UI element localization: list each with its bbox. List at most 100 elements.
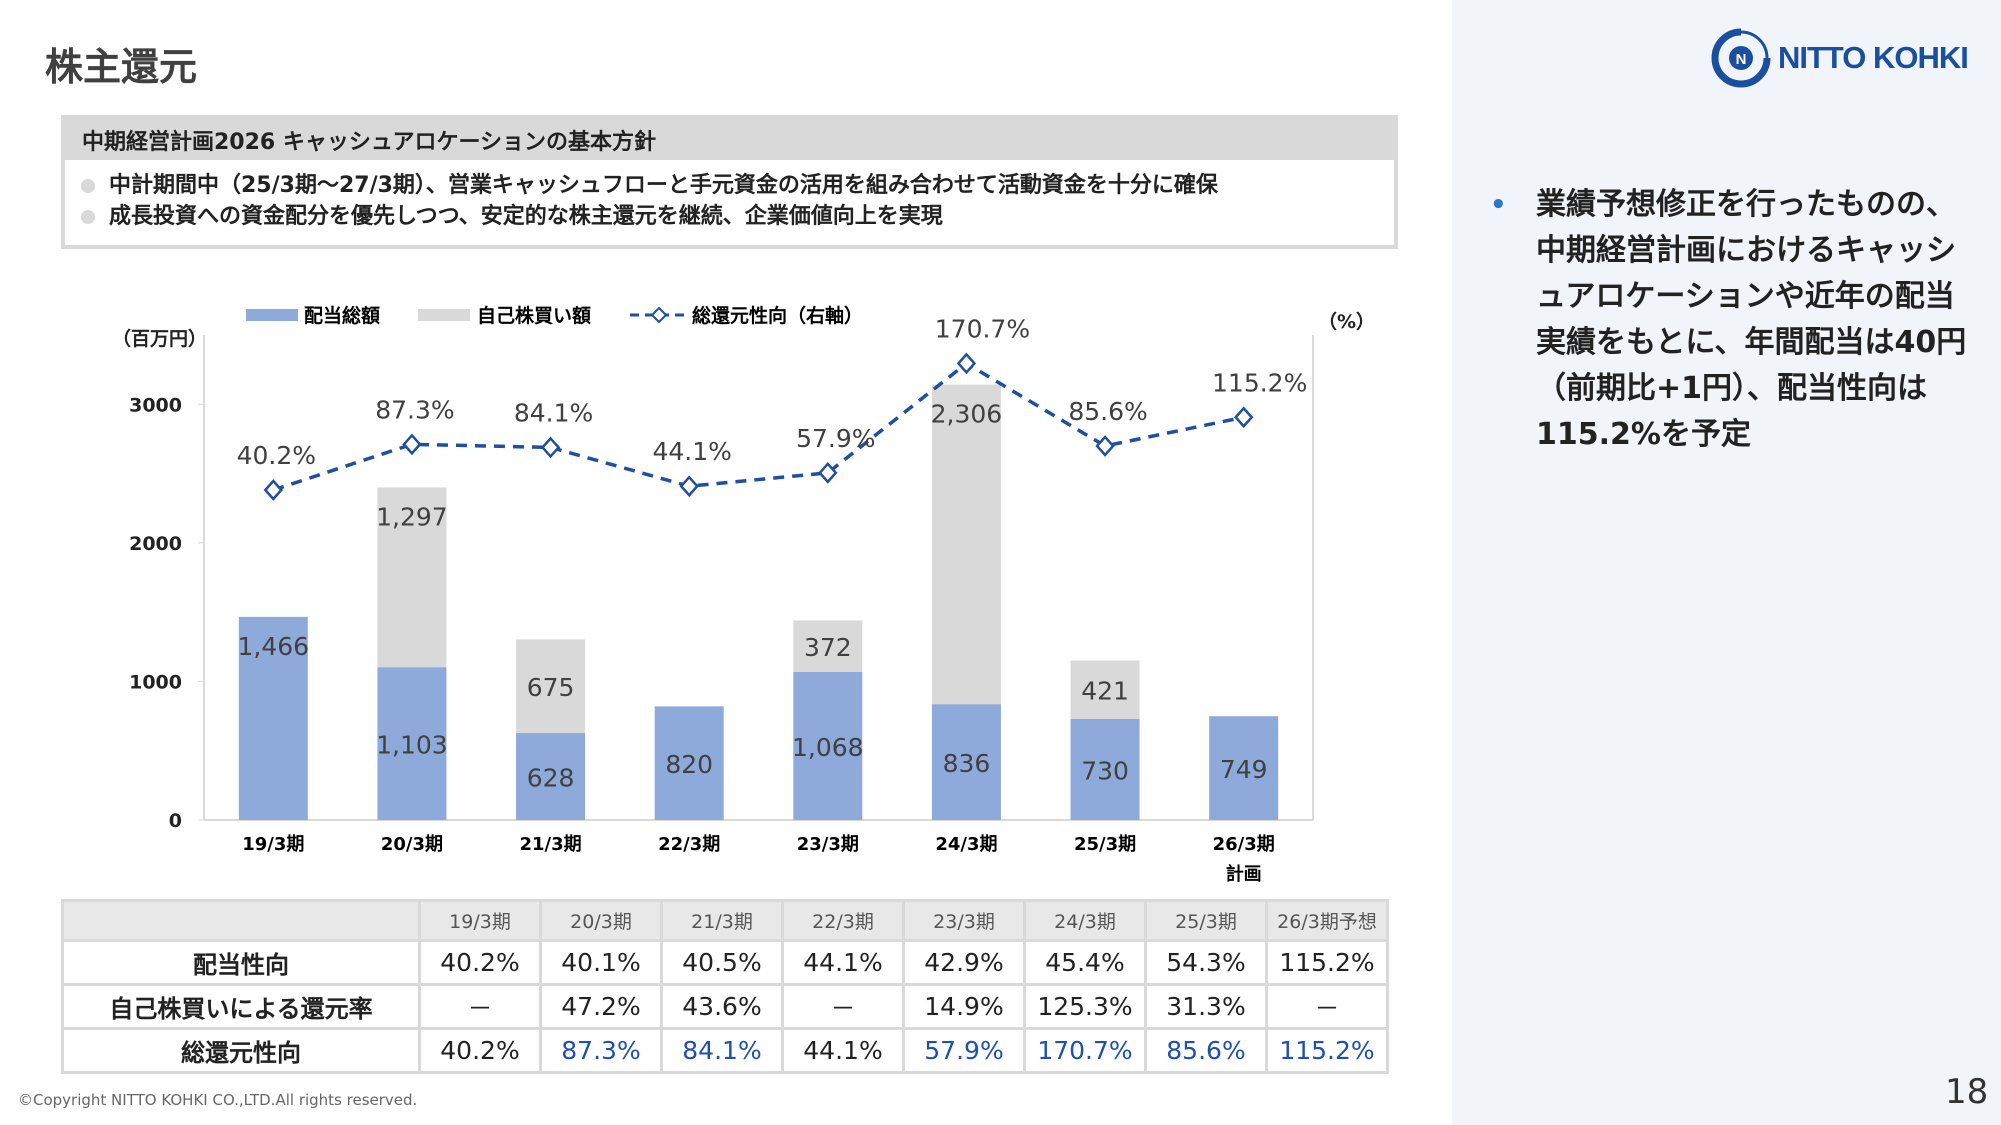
total-return-marker bbox=[1095, 435, 1115, 457]
x-tick-label: 25/3期 bbox=[1074, 834, 1136, 855]
bar-dividend bbox=[931, 704, 1001, 820]
line-label: 115.2% bbox=[1212, 368, 1307, 397]
line-label: 40.2% bbox=[237, 441, 316, 470]
side-panel bbox=[1452, 0, 2001, 1125]
table-cell: 40.5% bbox=[660, 939, 784, 986]
policy-heading: 中期経営計画2026 キャッシュアロケーションの基本方針 bbox=[65, 115, 1394, 160]
line-label: 84.1% bbox=[514, 398, 593, 427]
table-cell: 170.7% bbox=[1023, 1027, 1147, 1074]
bar-label: 820 bbox=[665, 750, 713, 779]
table-cell: 47.2% bbox=[539, 983, 663, 1030]
table-cell: 87.3% bbox=[539, 1027, 663, 1074]
table-row: 自己株買いによる還元率－ 47.2% 43.6% － 14.9% 125.3% 31.3% － bbox=[61, 983, 1389, 1030]
company-logo: N NITTO KOHKI bbox=[1710, 28, 1969, 88]
bar-buyback bbox=[377, 487, 447, 668]
bar-label: 1,103 bbox=[376, 731, 448, 760]
page-title: 株主還元 bbox=[45, 45, 198, 89]
y-tick-label: 0 bbox=[169, 810, 182, 832]
table-cell: 40.1% bbox=[539, 939, 663, 986]
x-tick-label: 22/3期 bbox=[658, 834, 720, 855]
bullet-icon: • bbox=[1490, 190, 1507, 220]
row-label: 総還元性向 bbox=[61, 1027, 421, 1074]
logo-icon: N bbox=[1711, 28, 1771, 88]
total-return-marker bbox=[956, 352, 977, 375]
table-cell: 14.9% bbox=[902, 983, 1026, 1030]
x-tick-label: 19/3期 bbox=[242, 834, 304, 855]
table-row: 配当性向 40.2% 40.1% 40.5% 44.1% 42.9% 45.4% 54.3% 1… bbox=[61, 939, 1389, 986]
bar-label: 730 bbox=[1081, 756, 1129, 785]
x-tick-sublabel: 計画 bbox=[1226, 863, 1262, 885]
total-return-marker bbox=[1234, 406, 1254, 429]
table-cell: 45.4% bbox=[1023, 939, 1147, 986]
shareholder-return-chart: 0 1000 2000 3000 （百万円） （%） 配当総額 自己株買い額 総還元性向（右軸）… bbox=[112, 304, 1375, 885]
x-tick-label: 24/3期 bbox=[935, 834, 997, 855]
table-cell: 125.3% bbox=[1023, 983, 1147, 1030]
bar-label: 421 bbox=[1081, 677, 1129, 706]
legend-swatch-buyback bbox=[418, 309, 470, 321]
y-tick-label: 3000 bbox=[129, 394, 182, 416]
table-cell: － bbox=[1265, 983, 1389, 1030]
bar-label: 836 bbox=[943, 749, 991, 778]
line-label: 57.9% bbox=[796, 424, 875, 453]
line-label: 87.3% bbox=[375, 395, 454, 424]
table-header-cell: 22/3期 bbox=[781, 899, 905, 942]
x-tick-label: 20/3期 bbox=[381, 834, 443, 855]
line-label: 85.6% bbox=[1068, 397, 1147, 426]
policy-item: 中計期間中（25/3期～27/3期）、営業キャッシュフローと手元資金の活用を組み… bbox=[109, 173, 1218, 198]
logo-text: NITTO KOHKI bbox=[1778, 40, 1969, 75]
bullet-icon bbox=[81, 209, 95, 224]
bar-dividend bbox=[377, 667, 447, 820]
bar-label: 1,466 bbox=[238, 632, 310, 661]
bar-buyback bbox=[931, 384, 1001, 705]
table-cell: 54.3% bbox=[1144, 939, 1268, 986]
total-return-marker bbox=[263, 479, 283, 501]
table-row: 総還元性向 40.2% 87.3% 84.1% 44.1% 57.9% 170.7% 85.6… bbox=[61, 1027, 1389, 1074]
y-tick-label: 2000 bbox=[129, 533, 182, 555]
table-header-cell: 19/3期 bbox=[418, 899, 542, 942]
x-tick-label: 23/3期 bbox=[797, 834, 859, 855]
x-tick-label: 26/3期 bbox=[1213, 834, 1275, 855]
table-header-cell: 24/3期 bbox=[1023, 899, 1147, 942]
side-note: • 業績予想修正を行ったものの、中期経営計画におけるキャッシュアロケーションや近年… bbox=[1490, 182, 1970, 458]
y-axis-label: （百万円） bbox=[112, 327, 207, 350]
legend-swatch-dividend bbox=[246, 309, 298, 321]
bar-label: 372 bbox=[804, 633, 852, 662]
table-cell: 115.2% bbox=[1265, 939, 1389, 986]
row-label: 配当性向 bbox=[61, 939, 421, 986]
table-cell: 84.1% bbox=[660, 1027, 784, 1074]
table-cell: － bbox=[781, 983, 905, 1030]
bar-label: 1,068 bbox=[792, 733, 864, 762]
row-label: 自己株買いによる還元率 bbox=[61, 983, 421, 1030]
table-cell: 43.6% bbox=[660, 983, 784, 1030]
bar-dividend bbox=[516, 732, 586, 820]
table-header-cell: 25/3期 bbox=[1144, 899, 1268, 942]
total-return-marker bbox=[818, 461, 838, 484]
table-header-cell: 21/3期 bbox=[660, 899, 784, 942]
bar-dividend bbox=[1070, 718, 1140, 820]
table-header-cell: 26/3期予想 bbox=[1265, 899, 1389, 942]
policy-item: 成長投資への資金配分を優先しつつ、安定的な株主還元を継続、企業価値向上を実現 bbox=[109, 204, 943, 229]
legend-label: 自己株買い額 bbox=[477, 304, 591, 327]
bar-label: 675 bbox=[527, 673, 575, 702]
total-return-line bbox=[272, 361, 1245, 492]
bar-dividend bbox=[654, 706, 724, 820]
side-note-text: 業績予想修正を行ったものの、中期経営計画におけるキャッシュアロケーションや近年の… bbox=[1536, 187, 1967, 452]
bar-buyback bbox=[793, 620, 863, 673]
bar-label: 2,306 bbox=[931, 400, 1003, 429]
bullet-icon bbox=[81, 178, 95, 193]
policy-box: 中期経営計画2026 キャッシュアロケーションの基本方針 中計期間中（25/3期… bbox=[61, 115, 1398, 249]
table-cell: 42.9% bbox=[902, 939, 1026, 986]
line-label: 44.1% bbox=[652, 437, 731, 466]
copyright: ©Copyright NITTO KOHKI CO.,LTD.All right… bbox=[18, 1091, 418, 1109]
table-cell: 44.1% bbox=[781, 1027, 905, 1074]
page-number: 18 bbox=[1945, 1072, 1989, 1112]
table-cell: 40.2% bbox=[418, 1027, 542, 1074]
line-label: 170.7% bbox=[935, 314, 1030, 343]
legend-marker bbox=[650, 306, 668, 324]
bar-buyback bbox=[516, 639, 586, 733]
y-tick-label: 1000 bbox=[129, 671, 182, 693]
table-cell: － bbox=[418, 983, 542, 1030]
total-return-marker bbox=[540, 436, 561, 459]
x-tick-label: 21/3期 bbox=[519, 834, 581, 855]
bar-dividend bbox=[1209, 716, 1279, 820]
